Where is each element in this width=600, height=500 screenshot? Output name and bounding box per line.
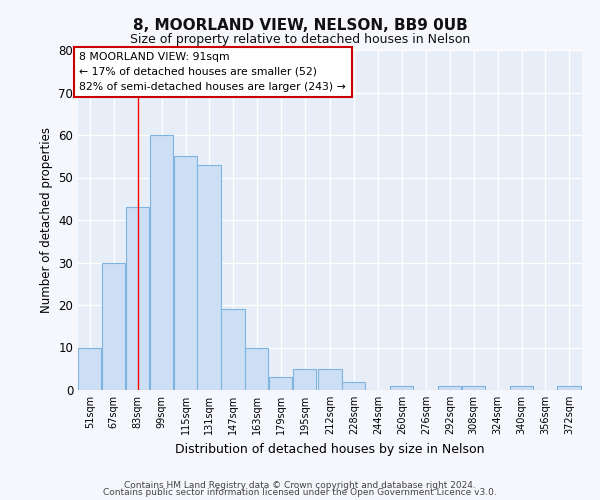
Text: Contains HM Land Registry data © Crown copyright and database right 2024.: Contains HM Land Registry data © Crown c… <box>124 480 476 490</box>
Bar <box>78 348 101 390</box>
Bar <box>245 348 268 390</box>
Bar <box>221 309 245 390</box>
Text: Size of property relative to detached houses in Nelson: Size of property relative to detached ho… <box>130 32 470 46</box>
Bar <box>509 386 533 390</box>
Bar <box>102 262 125 390</box>
Bar <box>343 382 365 390</box>
Bar <box>269 378 292 390</box>
Bar <box>149 135 173 390</box>
Bar <box>126 207 149 390</box>
Y-axis label: Number of detached properties: Number of detached properties <box>40 127 53 313</box>
Text: Contains public sector information licensed under the Open Government Licence v3: Contains public sector information licen… <box>103 488 497 497</box>
Bar <box>438 386 461 390</box>
Bar <box>390 386 413 390</box>
Bar <box>462 386 485 390</box>
Text: 8, MOORLAND VIEW, NELSON, BB9 0UB: 8, MOORLAND VIEW, NELSON, BB9 0UB <box>133 18 467 32</box>
Bar <box>293 369 316 390</box>
Bar <box>173 156 197 390</box>
Bar <box>319 369 341 390</box>
Text: 8 MOORLAND VIEW: 91sqm
← 17% of detached houses are smaller (52)
82% of semi-det: 8 MOORLAND VIEW: 91sqm ← 17% of detached… <box>79 52 346 92</box>
Bar <box>557 386 581 390</box>
Bar <box>197 165 221 390</box>
X-axis label: Distribution of detached houses by size in Nelson: Distribution of detached houses by size … <box>175 442 485 456</box>
